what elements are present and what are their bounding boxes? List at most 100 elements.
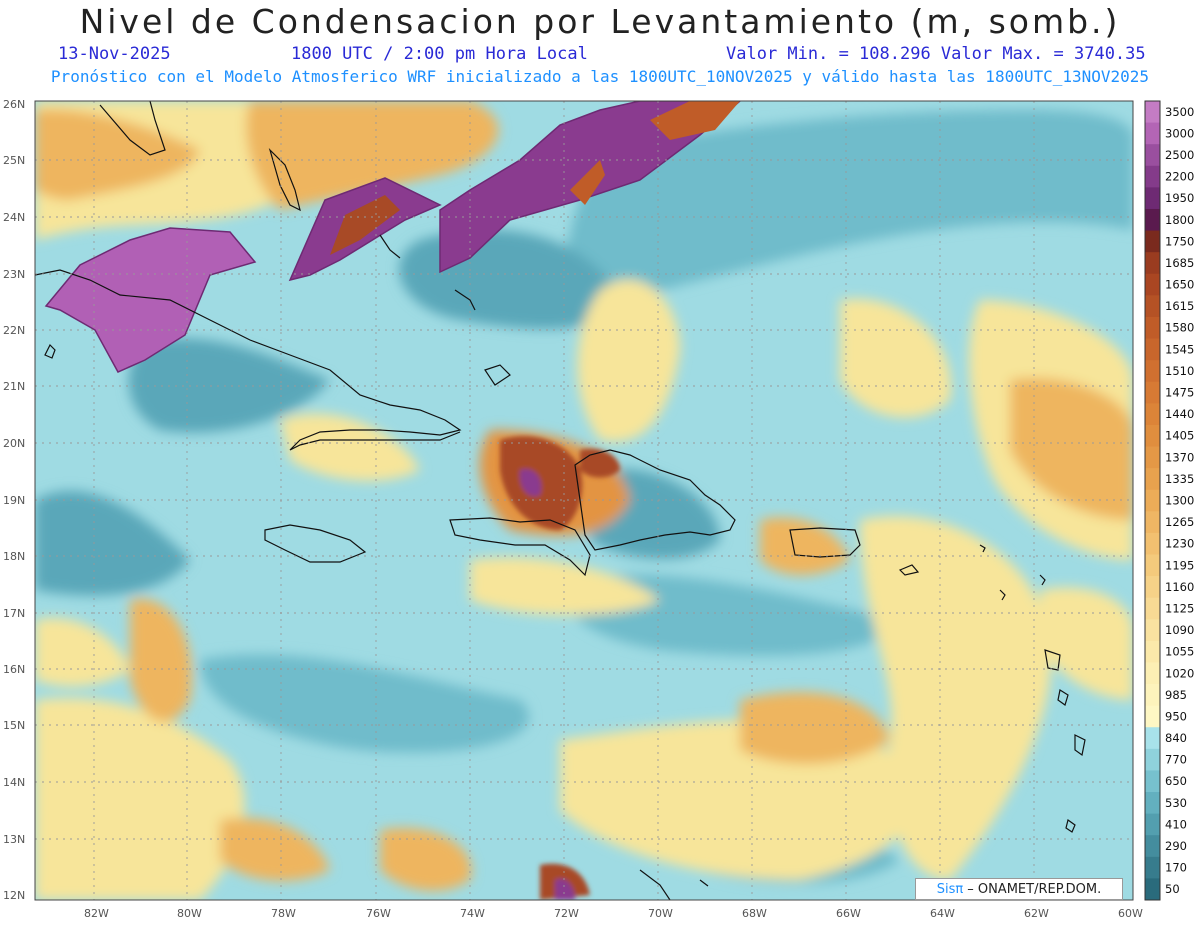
longitude-labels: 82W 80W 78W 76W 74W 72W 70W 68W 66W 64W … — [84, 907, 1143, 920]
lat-label: 22N — [3, 324, 25, 337]
colorbar-label: 1750 — [1165, 234, 1194, 248]
colorbar-swatch — [1145, 468, 1160, 491]
colorbar-label: 1615 — [1165, 299, 1194, 313]
colorbar-swatch — [1145, 511, 1160, 534]
lon-label: 74W — [460, 907, 485, 920]
colorbar-swatch — [1145, 792, 1160, 815]
colorbar-swatch — [1145, 813, 1160, 836]
colorbar-swatch — [1145, 532, 1160, 555]
colorbar-swatch — [1145, 187, 1160, 210]
lon-label: 72W — [554, 907, 579, 920]
colorbar-label: 410 — [1165, 817, 1187, 831]
colorbar-swatch — [1145, 316, 1160, 340]
colorbar-swatch — [1145, 576, 1160, 599]
colorbar-swatch — [1145, 252, 1160, 275]
colorbar-label: 1160 — [1165, 580, 1194, 594]
colorbar-swatch — [1145, 684, 1160, 707]
colorbar-label: 2200 — [1165, 170, 1194, 184]
lon-label: 66W — [836, 907, 861, 920]
lon-label: 62W — [1024, 907, 1049, 920]
colorbar-swatch — [1145, 856, 1160, 879]
colorbar-label: 1370 — [1165, 450, 1194, 464]
colorbar-swatch — [1145, 381, 1160, 404]
colorbar-label: 1090 — [1165, 623, 1194, 637]
lat-label: 12N — [3, 889, 25, 902]
lon-label: 82W — [84, 907, 109, 920]
lat-label: 13N — [3, 833, 25, 846]
colorbar-label: 530 — [1165, 796, 1187, 810]
colorbar-swatch — [1145, 122, 1160, 145]
lat-label: 17N — [3, 607, 25, 620]
colorbar-label: 950 — [1165, 709, 1187, 723]
colorbar-label: 770 — [1165, 753, 1187, 767]
colorbar-label: 1195 — [1165, 558, 1194, 572]
colorbar-swatch — [1145, 360, 1160, 383]
lat-label: 21N — [3, 380, 25, 393]
colorbar-swatch — [1145, 554, 1160, 577]
colorbar-swatch — [1145, 835, 1160, 858]
lon-label: 78W — [271, 907, 296, 920]
lon-label: 76W — [366, 907, 391, 920]
colorbar-label: 840 — [1165, 731, 1187, 745]
lon-label: 68W — [742, 907, 767, 920]
lat-label: 18N — [3, 550, 25, 563]
colorbar-label: 1950 — [1165, 191, 1194, 205]
colorbar-swatch — [1145, 727, 1160, 750]
credit-box: Sisπ – ONAMET/REP.DOM. — [915, 878, 1123, 900]
colorbar-swatch — [1145, 165, 1160, 188]
lat-label: 23N — [3, 268, 25, 281]
latitude-labels: 26N 25N 24N 23N 22N 21N 20N 19N 18N 17N … — [3, 98, 25, 902]
colorbar-label: 1020 — [1165, 666, 1194, 680]
lat-label: 14N — [3, 776, 25, 789]
colorbar-swatch — [1145, 878, 1160, 901]
colorbar-label: 2500 — [1165, 148, 1194, 162]
lat-label: 20N — [3, 437, 25, 450]
lat-label: 16N — [3, 663, 25, 676]
colorbar-swatch — [1145, 446, 1160, 469]
colorbar-swatch — [1145, 662, 1160, 685]
colorbar-swatch — [1145, 424, 1160, 448]
colorbar-label: 1475 — [1165, 386, 1194, 400]
colorbar-label: 1685 — [1165, 256, 1194, 270]
colorbar-label: 290 — [1165, 839, 1187, 853]
lat-label: 26N — [3, 98, 25, 111]
colorbar-label: 1265 — [1165, 515, 1194, 529]
colorbar-label: 1545 — [1165, 342, 1194, 356]
lon-label: 70W — [648, 907, 673, 920]
colorbar-label: 3000 — [1165, 126, 1194, 140]
colorbar: 3500 3000 2500 2200 1950 1800 1750 1685 1650 1615… — [1144, 100, 1194, 901]
time-label: 1800 UTC / 2:00 pm Hora Local — [291, 44, 588, 64]
colorbar-swatch — [1145, 403, 1160, 426]
min-max-label: Valor Min. = 108.296 Valor Max. = 3740.3… — [726, 44, 1146, 64]
graticule — [35, 101, 1133, 900]
colorbar-label: 1405 — [1165, 429, 1194, 443]
colorbar-swatch — [1145, 144, 1160, 167]
colorbar-label: 1800 — [1165, 213, 1194, 227]
colorbar-swatch — [1145, 597, 1160, 620]
colorbar-swatch — [1145, 273, 1160, 296]
lat-label: 25N — [3, 154, 25, 167]
colorbar-label: 650 — [1165, 774, 1187, 788]
forecast-info: Pronóstico con el Modelo Atmosferico WRF… — [50, 67, 1150, 86]
colorbar-label: 170 — [1165, 861, 1187, 875]
shaded-field — [35, 101, 1133, 900]
lon-label: 60W — [1118, 907, 1143, 920]
colorbar-swatch — [1145, 230, 1160, 253]
chart-title: Nivel de Condensacion por Levantamiento … — [79, 2, 1121, 41]
colorbar-label: 50 — [1165, 882, 1180, 896]
colorbar-label: 1125 — [1165, 601, 1194, 615]
map-frame — [34, 100, 1134, 901]
colorbar-label: 1300 — [1165, 494, 1194, 508]
colorbar-label: 1230 — [1165, 537, 1194, 551]
colorbar-swatch — [1145, 295, 1160, 318]
lat-label: 19N — [3, 494, 25, 507]
colorbar-swatch — [1145, 748, 1160, 771]
lon-label: 80W — [177, 907, 202, 920]
colorbar-swatch — [1145, 770, 1160, 793]
colorbar-label: 1580 — [1165, 321, 1194, 335]
date-label: 13-Nov-2025 — [58, 44, 171, 64]
colorbar-frame — [1144, 100, 1161, 901]
colorbar-label: 985 — [1165, 688, 1187, 702]
sispi-logo: Sisπ — [936, 881, 964, 897]
lat-label: 15N — [3, 719, 25, 732]
